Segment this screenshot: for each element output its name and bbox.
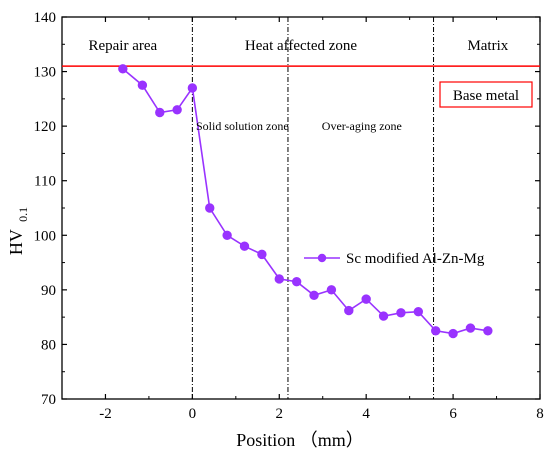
data-point: [291, 276, 302, 287]
y-tick-label: 140: [34, 10, 57, 26]
legend: Sc modified Al-Zn-Mg: [304, 251, 485, 267]
zone-label: Heat affected zone: [245, 38, 357, 54]
x-tick-label: 2: [276, 406, 284, 422]
plot-frame: [61, 16, 541, 400]
x-tick-label: 4: [362, 406, 370, 422]
data-point: [326, 285, 337, 295]
data-point: [448, 328, 458, 339]
base-metal-box-frame: [439, 81, 533, 108]
data-point: [344, 305, 354, 316]
data-point: [118, 64, 128, 74]
data-point: [431, 326, 441, 336]
plot-border: [61, 16, 541, 400]
data-point: [465, 323, 476, 333]
legend-marker: [317, 253, 327, 263]
data-point: [155, 107, 165, 118]
data-point: [257, 249, 267, 260]
axis-ticks: -2 0 2 4 6 8 70 80 90 100 110 120 130 140: [34, 10, 544, 422]
series-layer: [118, 64, 493, 339]
data-point: [274, 274, 284, 284]
y-tick-label: 70: [41, 392, 56, 408]
sub-zone-label: Over-aging zone: [322, 119, 402, 133]
x-tick-label: 8: [536, 406, 544, 422]
legend-label: Sc modified Al-Zn-Mg: [346, 251, 485, 267]
y-axis-title-main: HV: [6, 229, 26, 255]
data-point: [309, 290, 319, 301]
chart-labels: Position （mm） HV 0.1 Repair area Heat aff…: [6, 38, 509, 450]
y-axis-title: HV 0.1: [6, 207, 30, 255]
data-point: [413, 306, 424, 317]
y-tick-label: 120: [34, 119, 57, 135]
y-tick-label: 90: [41, 283, 56, 299]
y-tick-label: 110: [34, 174, 56, 190]
base-metal-label: Base metal: [453, 88, 519, 104]
y-axis-title-sub: 0.1: [16, 207, 30, 222]
y-tick-label: 130: [34, 65, 57, 81]
data-point: [483, 326, 493, 336]
x-axis-title: Position （mm）: [236, 430, 364, 450]
data-point: [205, 203, 215, 213]
y-tick-label: 100: [34, 228, 57, 244]
data-point: [396, 308, 406, 318]
zone-dividers: [191, 17, 435, 399]
data-point: [172, 105, 182, 115]
data-point: [187, 83, 198, 93]
x-tick-label: -2: [99, 406, 112, 422]
series-line: [122, 68, 489, 335]
data-point: [239, 241, 250, 251]
base-metal-label-box: Base metal: [439, 81, 533, 108]
x-tick-label: 0: [189, 406, 197, 422]
y-tick-label: 80: [41, 337, 56, 353]
data-point: [378, 311, 389, 321]
zone-label: Repair area: [88, 38, 157, 54]
x-tick-label: 6: [449, 406, 457, 422]
sub-zone-label: Solid solution zone: [196, 119, 289, 133]
data-point: [222, 230, 232, 240]
data-point: [137, 80, 148, 90]
data-point: [361, 294, 371, 304]
zone-label: Matrix: [467, 38, 508, 54]
